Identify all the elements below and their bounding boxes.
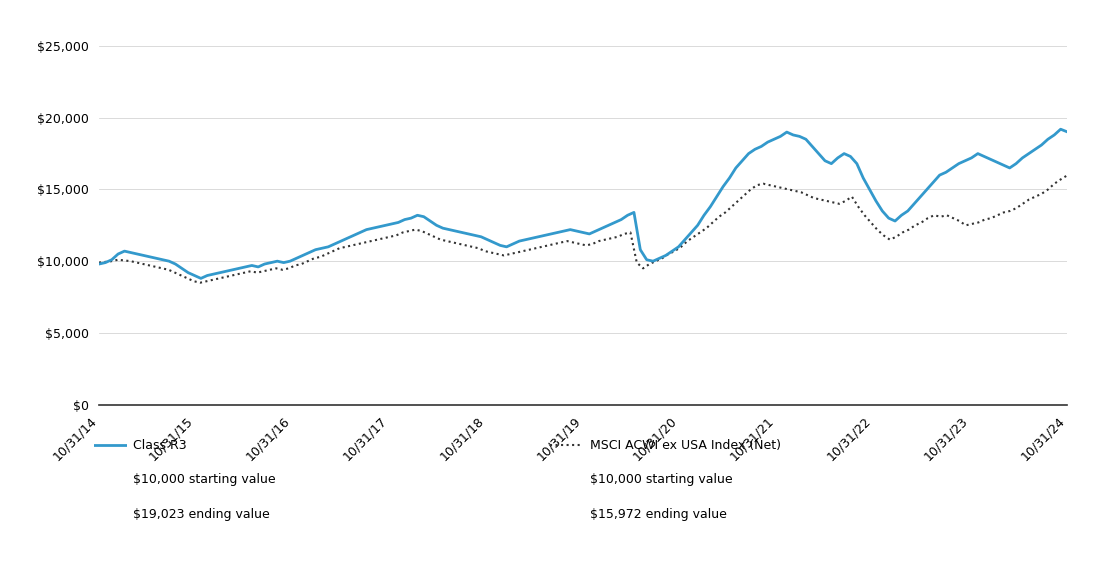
Text: MSCI ACWI ex USA Index (Net): MSCI ACWI ex USA Index (Net) [590, 439, 781, 451]
Text: $10,000 starting value: $10,000 starting value [133, 473, 276, 486]
Text: $15,972 ending value: $15,972 ending value [590, 508, 726, 521]
Text: $19,023 ending value: $19,023 ending value [133, 508, 270, 521]
Text: Class R3: Class R3 [133, 439, 187, 451]
Text: $10,000 starting value: $10,000 starting value [590, 473, 733, 486]
